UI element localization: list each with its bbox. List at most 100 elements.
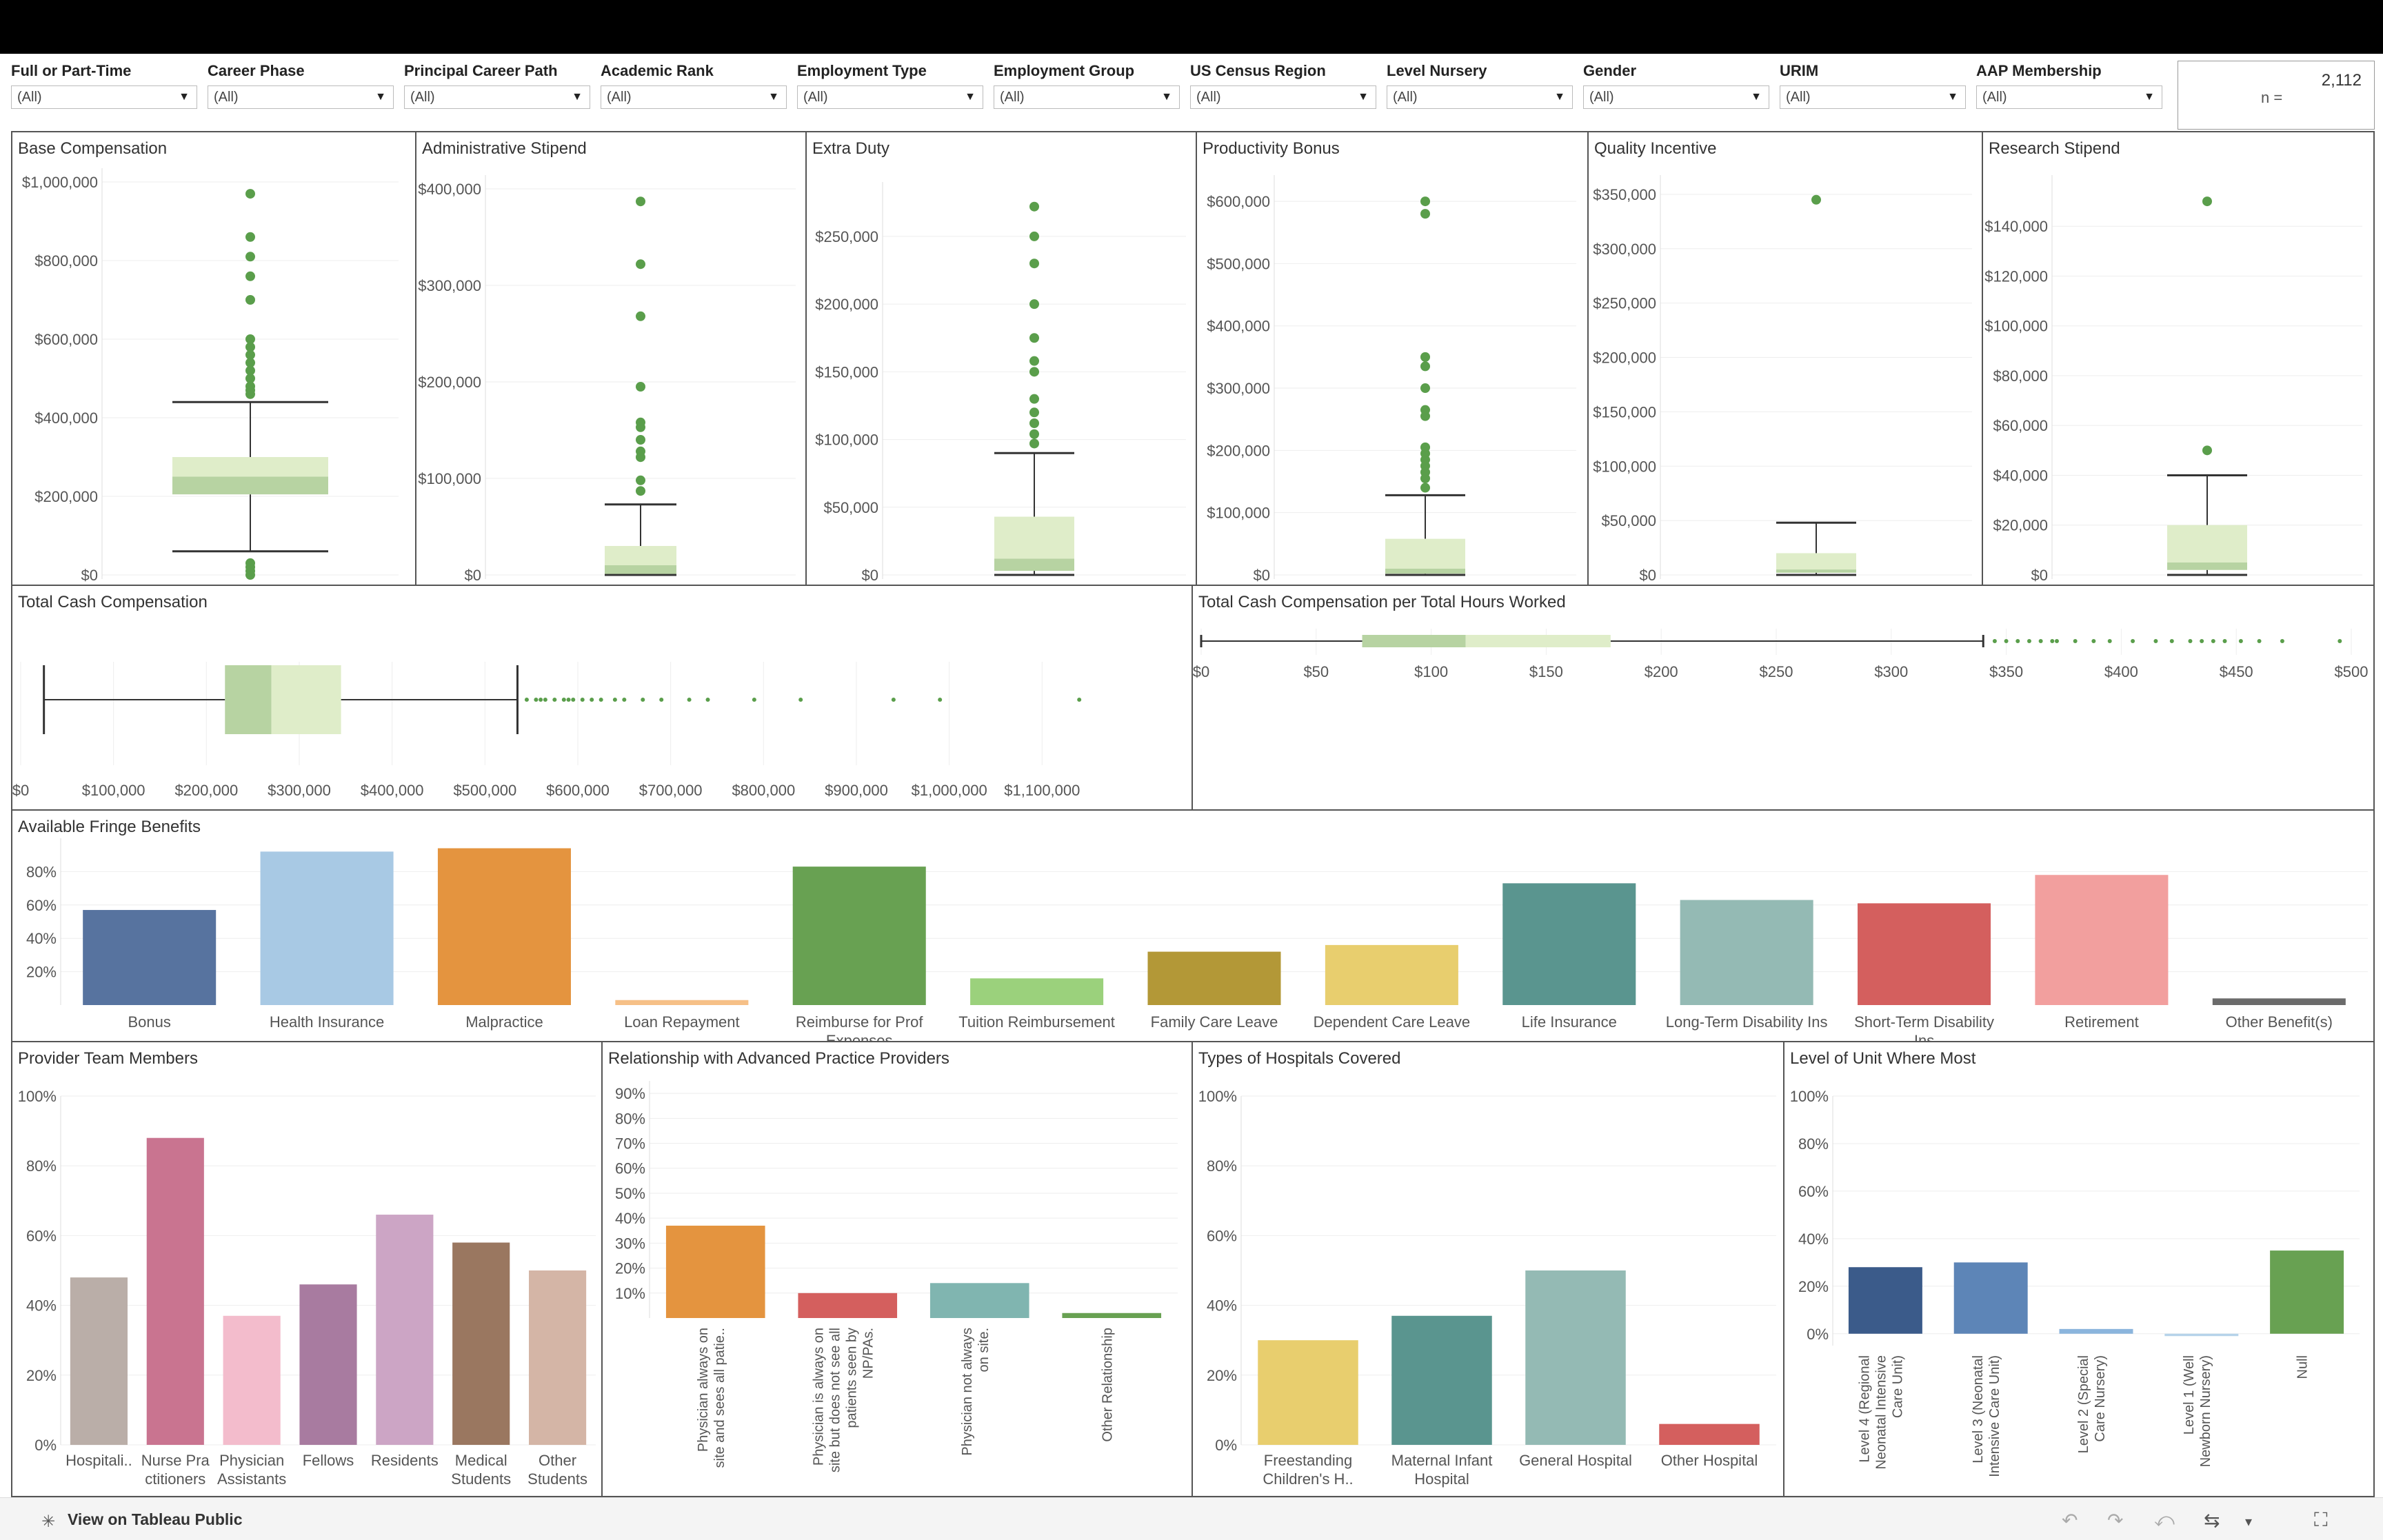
y-tick-label: 20% — [1207, 1367, 1237, 1384]
filter-select[interactable]: (All) ▼ — [1976, 85, 2162, 109]
y-tick-label: $0 — [465, 567, 481, 584]
filter-value: (All) — [1589, 90, 1614, 105]
outlier-point — [2280, 639, 2284, 643]
bar-loan-repayment — [615, 1000, 749, 1005]
outlier-point — [245, 558, 255, 568]
panel-hospital-types: Types of Hospitals Covered 0% 20% 40% 60% 80%… — [1193, 1042, 1784, 1497]
chart-hospital-types[interactable]: 0% 20% 40% 60% 80% 100% FreestandingChildren's… — [1193, 1042, 1784, 1497]
outlier-point — [1420, 196, 1430, 207]
panel-advanced-practice: Relationship with Advanced Practice Prov… — [603, 1042, 1193, 1497]
filter-label: Employment Group — [994, 62, 1135, 79]
dropdown-arrow-icon[interactable]: ▼ — [965, 91, 976, 103]
filter-select[interactable]: (All) ▼ — [797, 85, 983, 109]
outlier-point — [2337, 639, 2342, 643]
outlier-point — [752, 698, 756, 702]
x-category-label: Children's H.. — [1263, 1470, 1353, 1488]
panel-unit-level: Level of Unit Where Most 0% 20% 40% 60% 80% 10… — [1784, 1042, 2375, 1497]
chart-provider-team[interactable]: 0% 20% 40% 60% 80% 100% Hospitali.. Nurse Pract… — [12, 1042, 604, 1497]
panel-title: Research Stipend — [1989, 139, 2120, 158]
outlier-point — [1029, 259, 1039, 269]
filter-value: (All) — [607, 90, 632, 105]
x-tick-label: $350 — [1989, 663, 2023, 680]
chevron-down-icon[interactable]: ▾ — [2245, 1514, 2253, 1530]
filter-label: Level Nursery — [1387, 62, 1487, 79]
redo-icon[interactable]: ↷ — [2107, 1510, 2124, 1531]
chart-fringe-benefits[interactable]: 20% 40% 60% 80% Bonus Health Insurance Malprac… — [12, 811, 2376, 1049]
y-tick-label: 40% — [1798, 1230, 1829, 1248]
dropdown-arrow-icon[interactable]: ▼ — [1751, 91, 1762, 103]
chart-base-compensation[interactable]: $0 $200,000 $400,000 $600,000 $800,000 $1,000… — [12, 132, 418, 587]
fullscreen-icon[interactable]: ⛶ — [2314, 1509, 2328, 1530]
filter-select[interactable]: (All) ▼ — [994, 85, 1180, 109]
bar-tuition-reimbursement — [970, 978, 1104, 1005]
x-category-label: Intensive Care Unit) — [1987, 1355, 2002, 1477]
box-lower — [994, 558, 1074, 571]
chart-total-cash-compensation[interactable]: $0 $100,000 $200,000 $300,000 $400,000 $500,0… — [12, 586, 1194, 811]
filter-label: URIM — [1780, 62, 1819, 79]
filter-select[interactable]: (All) ▼ — [1780, 85, 1966, 109]
y-tick-label: $100,000 — [1984, 318, 2048, 335]
box-lower — [172, 476, 328, 495]
view-on-tableau-link[interactable]: View on Tableau Public — [68, 1510, 243, 1528]
dropdown-arrow-icon[interactable]: ▼ — [572, 91, 583, 103]
outlier-point — [1029, 356, 1039, 366]
count-value: 2,112 — [2321, 71, 2362, 90]
outlier-point — [245, 189, 255, 199]
outlier-point — [2188, 639, 2193, 643]
dropdown-arrow-icon[interactable]: ▼ — [1161, 91, 1172, 103]
filter-select[interactable]: (All) ▼ — [601, 85, 787, 109]
outlier-point — [580, 698, 585, 702]
panel-title: Relationship with Advanced Practice Prov… — [608, 1049, 949, 1068]
dropdown-arrow-icon[interactable]: ▼ — [1554, 91, 1565, 103]
dropdown-arrow-icon[interactable]: ▼ — [768, 91, 779, 103]
bar-maternal-infant-hospital — [1391, 1315, 1492, 1445]
chart-advanced-practice[interactable]: 10% 20% 30% 40% 50% 60% 70% 80% 90% Physician alw… — [603, 1042, 1193, 1497]
revert-icon[interactable]: ⤺ — [2154, 1509, 2175, 1530]
x-category-label: Assistants — [217, 1470, 286, 1488]
filter-select[interactable]: (All) ▼ — [11, 85, 197, 109]
filter-select[interactable]: (All) ▼ — [1190, 85, 1376, 109]
dropdown-arrow-icon[interactable]: ▼ — [1947, 91, 1958, 103]
filter-value: (All) — [1786, 90, 1811, 105]
undo-icon[interactable]: ↶ — [2062, 1510, 2078, 1531]
x-category-label: Neonatal Intensive — [1873, 1355, 1889, 1470]
filter-bar: Full or Part-Time (All) ▼ Career Phase (All)… — [11, 61, 2176, 130]
chart-research-stipend[interactable]: $0 $20,000 $40,000 $60,000 $80,000 $100,000 $1… — [1983, 132, 2375, 587]
filter-select[interactable]: (All) ▼ — [1583, 85, 1769, 109]
chart-administrative-stipend[interactable]: $0 $100,000 $200,000 $300,000 $400,000 — [416, 132, 807, 587]
chart-extra-duty[interactable]: $0 $50,000 $100,000 $150,000 $200,000 $250,00… — [807, 132, 1197, 587]
outlier-point — [2211, 639, 2215, 643]
panel-fringe-benefits: Available Fringe Benefits 20% 40% 60% 80% Bon… — [11, 811, 2376, 1049]
bar-level-4-regional-neonatal-intensive-care-unit- — [1848, 1267, 1922, 1334]
outlier-point — [938, 698, 943, 702]
panel-title: Level of Unit Where Most — [1790, 1049, 1976, 1068]
y-tick-label: 10% — [615, 1285, 645, 1302]
y-tick-label: $300,000 — [1593, 241, 1656, 258]
chart-unit-level[interactable]: 0% 20% 40% 60% 80% 100% Level 4 (Regional Neona… — [1784, 1042, 2375, 1497]
y-tick-label: $200,000 — [418, 374, 481, 391]
outlier-point — [705, 698, 710, 702]
filter-academic-rank: Academic Rank (All) ▼ — [601, 61, 787, 109]
dropdown-arrow-icon[interactable]: ▼ — [179, 91, 190, 103]
outlier-point — [636, 382, 645, 392]
dropdown-arrow-icon[interactable]: ▼ — [2144, 91, 2155, 103]
chart-total-cash-per-hour[interactable]: $0 $50 $100 $150 $200 $250 $300 $350 $400 $450 $50… — [1193, 586, 2375, 811]
x-category-label: Nurse Pra — [141, 1452, 210, 1469]
y-tick-label: $350,000 — [1593, 186, 1656, 203]
x-category-label: Students — [451, 1470, 511, 1488]
x-category-label: Other Hospital — [1661, 1452, 1758, 1469]
dropdown-arrow-icon[interactable]: ▼ — [1358, 91, 1369, 103]
y-tick-label: 60% — [26, 897, 57, 914]
outlier-point — [2091, 639, 2096, 643]
filter-select[interactable]: (All) ▼ — [1387, 85, 1573, 109]
filter-select[interactable]: (All) ▼ — [404, 85, 590, 109]
box-lower — [1385, 568, 1465, 574]
chart-quality-incentive[interactable]: $0 $50,000 $100,000 $150,000 $200,000 $250,00… — [1589, 132, 1983, 587]
x-category-label: Long-Term Disability Ins — [1666, 1013, 1828, 1031]
refresh-icon[interactable]: ⇆ — [2204, 1510, 2220, 1531]
filter-select[interactable]: (All) ▼ — [208, 85, 394, 109]
bar-medical-students — [452, 1242, 510, 1445]
chart-productivity-bonus[interactable]: $0 $100,000 $200,000 $300,000 $400,000 $500,0… — [1197, 132, 1589, 587]
dropdown-arrow-icon[interactable]: ▼ — [375, 91, 386, 103]
x-category-label: Level 4 (Regional — [1857, 1355, 1872, 1463]
